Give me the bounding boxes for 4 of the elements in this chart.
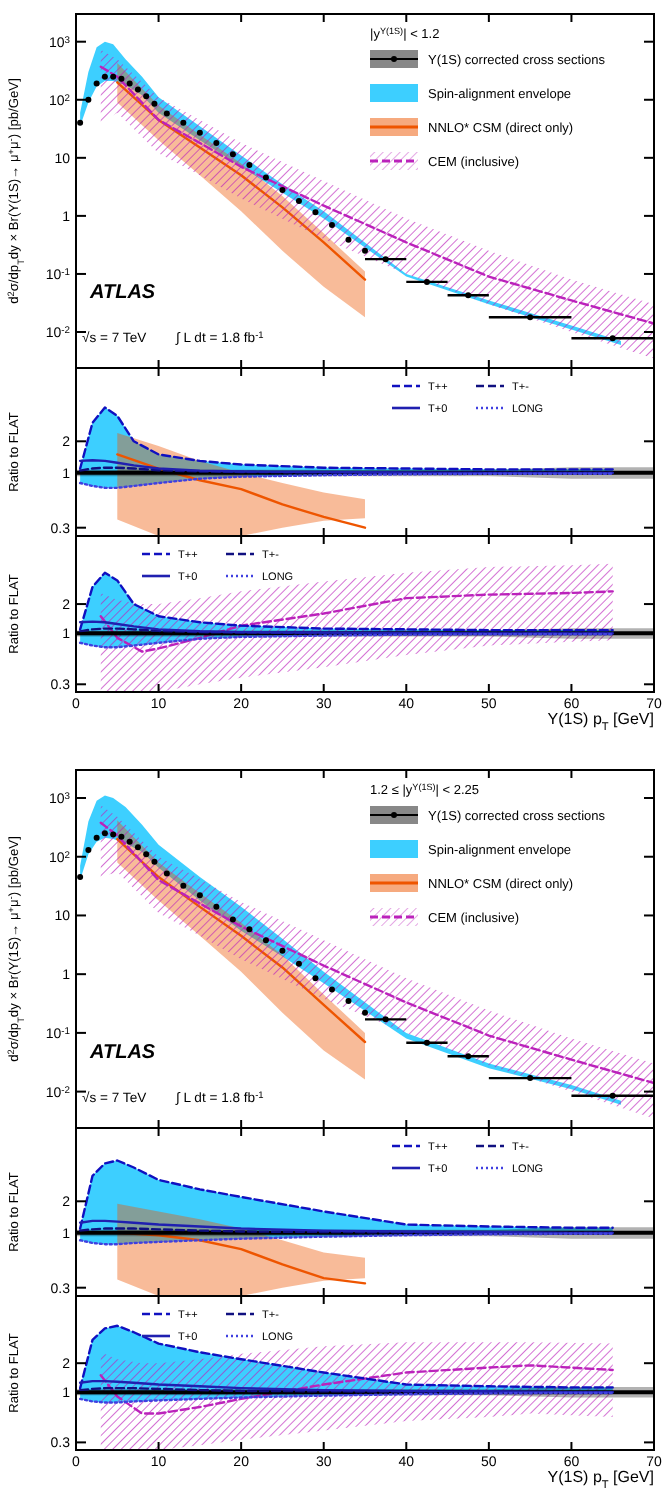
annotation: ATLAS: [88, 282, 156, 304]
x-axis-title: Υ(1S) p$_{T}$ [GeV]: [547, 1468, 654, 1492]
annotation: ATLAS: [88, 1042, 156, 1064]
x-axis-title: Υ(1S) p$_{T}$ [GeV]: [547, 710, 654, 734]
